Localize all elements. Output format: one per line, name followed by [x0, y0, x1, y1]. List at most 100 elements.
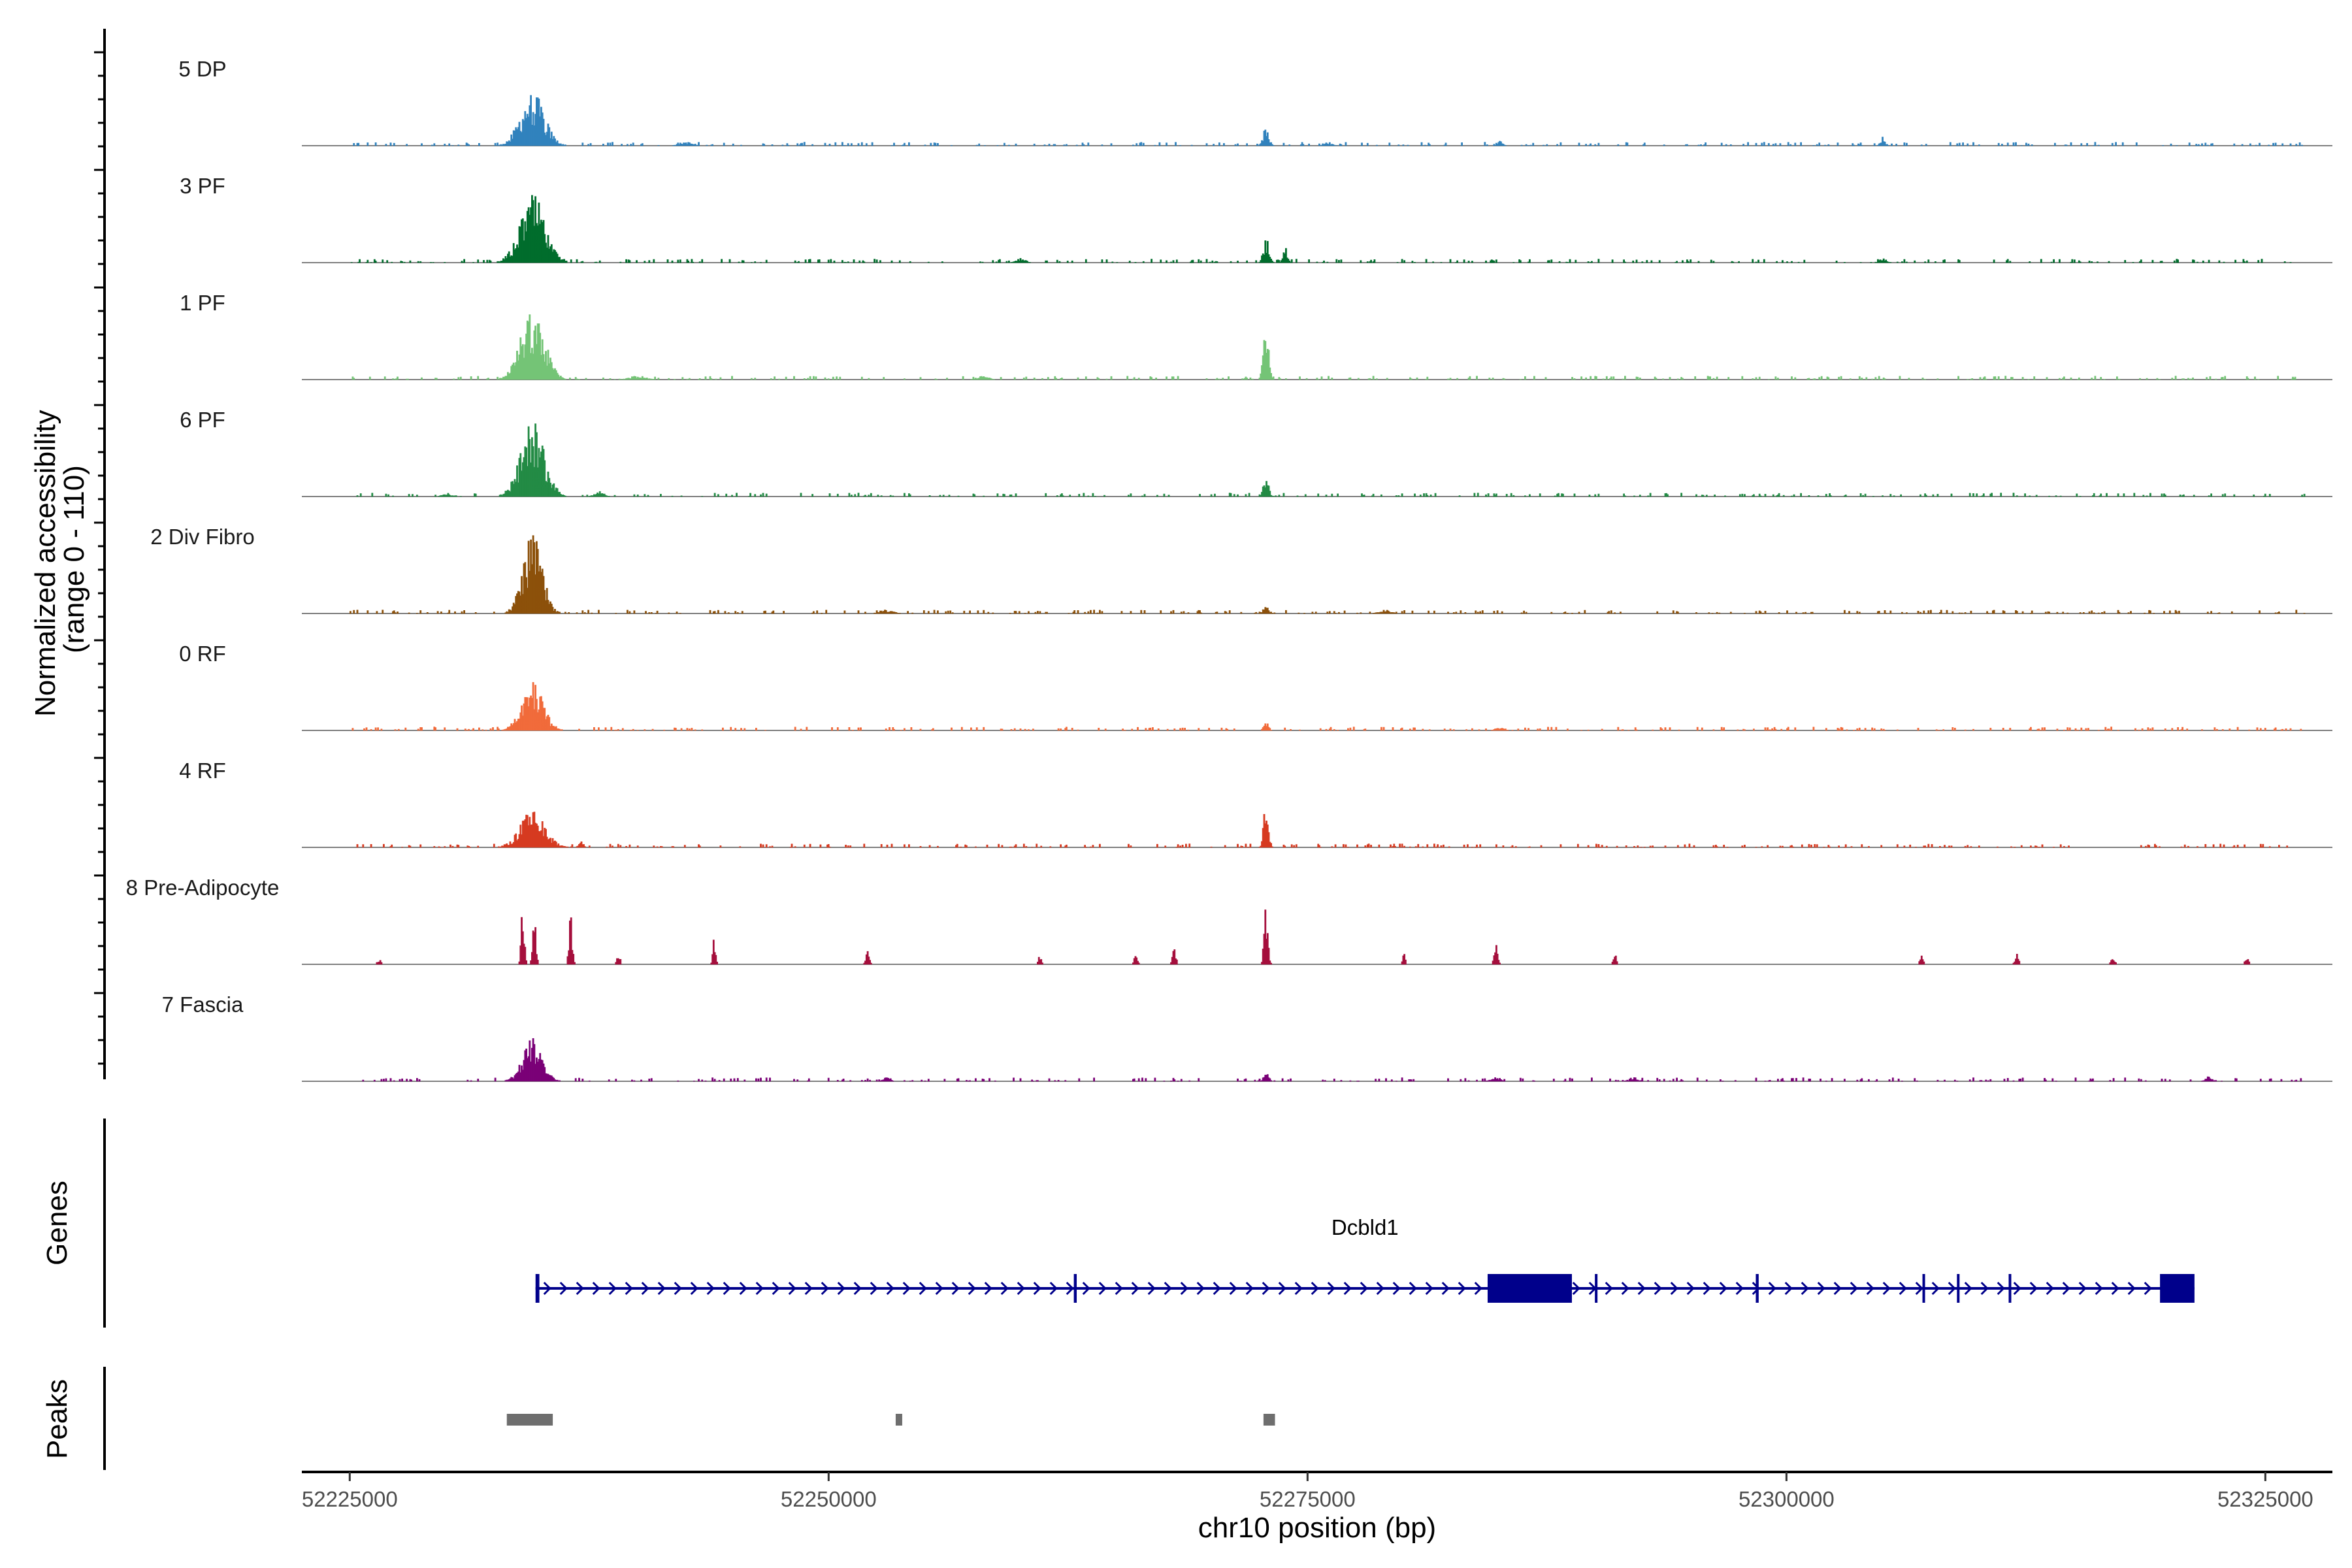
- strand-chevron: [739, 1281, 747, 1296]
- strand-chevron: [821, 1281, 829, 1296]
- strand-chevron: [788, 1281, 796, 1296]
- strand-chevron: [1392, 1281, 1401, 1296]
- track-5-dp: 5 DP: [178, 57, 2332, 146]
- track-label: 3 PF: [180, 174, 225, 198]
- strand-chevron: [1866, 1281, 1874, 1296]
- strand-chevron: [935, 1281, 943, 1296]
- strand-chevron: [1213, 1281, 1221, 1296]
- strand-chevron: [2144, 1281, 2152, 1296]
- strand-chevron: [870, 1281, 878, 1296]
- track-7-fascia: 7 Fascia: [162, 992, 2332, 1082]
- strand-chevron: [1327, 1281, 1335, 1296]
- strand-chevron: [1817, 1281, 1825, 1296]
- strand-chevron: [1572, 1281, 1580, 1296]
- strand-chevron: [1049, 1281, 1058, 1296]
- y-axis-title-line-2: (range 0 - 110): [58, 465, 90, 653]
- x-tick-label: 52225000: [302, 1487, 398, 1511]
- gene-exon: [1595, 1274, 1598, 1303]
- track-signal: [350, 195, 2292, 263]
- strand-chevron: [1670, 1281, 1678, 1296]
- track-signal: [351, 314, 2296, 380]
- strand-chevron: [1931, 1281, 1940, 1296]
- x-tick-label: 52325000: [2217, 1487, 2313, 1511]
- strand-chevron: [853, 1281, 862, 1296]
- gene-name-label: Dcbld1: [1331, 1215, 1399, 1239]
- strand-chevron: [657, 1281, 666, 1296]
- peak-region: [1263, 1414, 1275, 1426]
- track-signal: [356, 423, 2306, 497]
- strand-chevron: [2127, 1281, 2136, 1296]
- track-signal: [356, 811, 2289, 848]
- strand-chevron: [1180, 1281, 1188, 1296]
- track-3-pf: 3 PF: [180, 174, 2332, 263]
- peaks-axis-title: Peaks: [41, 1379, 73, 1459]
- genes-axis-title: Genes: [41, 1181, 73, 1266]
- strand-chevron: [1964, 1281, 1972, 1296]
- coverage-y-axis-title: Normalized accessibility (range 0 - 110): [29, 402, 90, 717]
- strand-chevron: [1245, 1281, 1254, 1296]
- peak-region: [506, 1414, 553, 1426]
- strand-chevron: [1147, 1281, 1156, 1296]
- track-label: 6 PF: [180, 408, 225, 432]
- track-1-pf: 1 PF: [180, 291, 2332, 380]
- strand-chevron: [1376, 1281, 1384, 1296]
- strand-chevron: [902, 1281, 911, 1296]
- track-label: 1 PF: [180, 291, 225, 315]
- gene-exon: [1756, 1274, 1759, 1303]
- strand-chevron: [1605, 1281, 1613, 1296]
- strand-chevron: [1441, 1281, 1450, 1296]
- strand-chevron: [723, 1281, 731, 1296]
- strand-chevron: [1915, 1281, 1923, 1296]
- strand-chevron: [1850, 1281, 1858, 1296]
- strand-chevron: [1474, 1281, 1482, 1296]
- x-tick-label: 52300000: [1739, 1487, 1835, 1511]
- x-tick-label: 52250000: [781, 1487, 877, 1511]
- gene-exon: [1957, 1274, 1960, 1303]
- strand-chevron: [951, 1281, 960, 1296]
- strand-chevron: [1131, 1281, 1139, 1296]
- coverage-y-ticks: [94, 51, 105, 1065]
- strand-chevron: [576, 1281, 584, 1296]
- strand-chevron: [1997, 1281, 2005, 1296]
- gene-exon: [1073, 1274, 1077, 1303]
- track-label: 4 RF: [179, 759, 226, 783]
- gene-annotation-track: Dcbld1: [535, 1215, 2195, 1303]
- track-label: 8 Pre-Adipocyte: [126, 875, 280, 900]
- strand-chevron: [706, 1281, 715, 1296]
- strand-chevron: [1719, 1281, 1727, 1296]
- strand-chevron: [1000, 1281, 1009, 1296]
- y-axis-title-line-1: Normalized accessibility: [29, 410, 61, 716]
- gene-exon: [2160, 1274, 2195, 1303]
- strand-chevron: [2029, 1281, 2038, 1296]
- strand-chevron: [543, 1281, 551, 1296]
- strand-chevron: [984, 1281, 992, 1296]
- strand-chevron: [1458, 1281, 1466, 1296]
- strand-chevron: [1115, 1281, 1123, 1296]
- strand-chevron: [1768, 1281, 1776, 1296]
- strand-chevron: [837, 1281, 845, 1296]
- strand-chevron: [1425, 1281, 1433, 1296]
- track-label: 7 Fascia: [162, 992, 244, 1017]
- strand-chevron: [1637, 1281, 1646, 1296]
- gene-exon: [535, 1274, 540, 1303]
- strand-chevron: [804, 1281, 813, 1296]
- strand-chevron: [1066, 1281, 1074, 1296]
- strand-chevron: [1980, 1281, 1989, 1296]
- gene-exon: [2008, 1274, 2012, 1303]
- strand-chevron: [1164, 1281, 1172, 1296]
- strand-chevron: [2095, 1281, 2103, 1296]
- track-4-rf: 4 RF: [179, 759, 2332, 848]
- strand-chevron: [641, 1281, 649, 1296]
- strand-chevron: [608, 1281, 617, 1296]
- strand-chevron: [1621, 1281, 1629, 1296]
- coverage-tracks: 5 DP 3 PF 1 PF 6 PF 2 Div Fibro 0 RF 4 RF 8 Pre…: [126, 57, 2332, 1082]
- peaks-track: [506, 1414, 1275, 1426]
- strand-chevron: [2013, 1281, 2021, 1296]
- strand-chevron: [625, 1281, 633, 1296]
- x-axis-title: chr10 position (bp): [1198, 1512, 1436, 1544]
- strand-chevron: [1082, 1281, 1090, 1296]
- strand-chevron: [1801, 1281, 1809, 1296]
- strand-chevron: [1735, 1281, 1744, 1296]
- track-0-rf: 0 RF: [179, 642, 2332, 731]
